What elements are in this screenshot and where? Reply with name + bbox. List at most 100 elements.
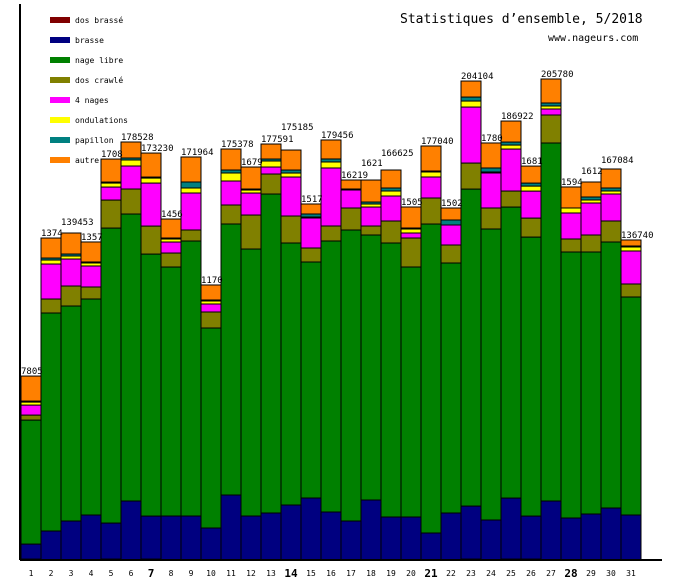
x-tick-label: 13 bbox=[266, 569, 276, 578]
bar-segment-dos-crawlé bbox=[40, 298, 62, 314]
x-tick-label: 20 bbox=[406, 569, 416, 578]
x-tick-label: 7 bbox=[148, 567, 155, 580]
bar-segment-4-nages bbox=[240, 192, 262, 216]
bar-day-14 bbox=[280, 149, 302, 561]
bar-segment-brasse bbox=[240, 515, 262, 561]
bar-day-11 bbox=[220, 148, 242, 561]
x-tick-label: 3 bbox=[69, 569, 74, 578]
bar-segment-nage-libre bbox=[200, 327, 222, 529]
bar-segment-nage-libre bbox=[520, 236, 542, 517]
bar-segment-dos-crawlé bbox=[280, 215, 302, 244]
bar-segment-ondulations bbox=[280, 172, 302, 178]
x-tick-label: 5 bbox=[109, 569, 114, 578]
bar-segment-dos-crawlé bbox=[560, 238, 582, 253]
bar-segment-autre bbox=[400, 206, 422, 229]
total-label: 1621 bbox=[361, 159, 383, 169]
bar-day-27 bbox=[540, 78, 562, 561]
legend-swatch bbox=[50, 77, 70, 83]
bar-segment-dos-crawlé bbox=[140, 225, 162, 255]
bar-segment-dos-crawlé bbox=[620, 283, 642, 298]
bar-segment-papillon bbox=[480, 167, 502, 173]
total-label: 1357 bbox=[81, 233, 103, 243]
bar-day-3 bbox=[60, 232, 82, 561]
legend-label: brasse bbox=[75, 36, 104, 45]
bar-segment-dos-crawlé bbox=[240, 214, 262, 250]
bar-segment-4-nages bbox=[280, 176, 302, 217]
bar-segment-dos-crawlé bbox=[220, 204, 242, 225]
bar-segment-dos-crawlé bbox=[400, 237, 422, 268]
bar-segment-ondulations bbox=[520, 185, 542, 192]
bar-day-17 bbox=[340, 179, 362, 561]
bar-segment-ondulations bbox=[120, 159, 142, 167]
bar-segment-dos-crawlé bbox=[260, 173, 282, 195]
bar-day-18 bbox=[360, 179, 382, 561]
bar-segment-papillon bbox=[440, 219, 462, 226]
bar-segment-brasse bbox=[520, 515, 542, 560]
bar-segment-dos-crawlé bbox=[20, 414, 42, 421]
bar-segment-4-nages bbox=[140, 182, 162, 227]
total-label: 179456 bbox=[321, 131, 354, 141]
bar-day-19 bbox=[380, 169, 402, 561]
bar-segment-4-nages bbox=[480, 172, 502, 209]
x-tick-label: 17 bbox=[346, 569, 356, 578]
bar-segment-4-nages bbox=[340, 189, 362, 209]
bar-segment-autre bbox=[240, 166, 262, 190]
bar-segment-nage-libre bbox=[80, 298, 102, 516]
legend-label: ondulations bbox=[75, 116, 128, 125]
bar-segment-brasse bbox=[580, 513, 602, 561]
bar-segment-autre bbox=[340, 179, 362, 190]
total-label: 177591 bbox=[261, 135, 294, 145]
bar-segment-4-nages bbox=[620, 250, 642, 285]
bar-segment-nage-libre bbox=[300, 261, 322, 499]
bar-day-16 bbox=[320, 139, 342, 561]
bar-segment-4-nages bbox=[580, 202, 602, 236]
legend-swatch bbox=[50, 57, 70, 63]
bar-segment-dos-crawlé bbox=[420, 197, 442, 225]
x-tick-label: 23 bbox=[466, 569, 476, 578]
bar-segment-autre bbox=[260, 143, 282, 160]
bar-segment-ondulations bbox=[100, 182, 122, 188]
bar-segment-autre bbox=[600, 168, 622, 189]
legend-swatch bbox=[50, 97, 70, 103]
bar-day-1 bbox=[20, 375, 42, 561]
bar-segment-dos-crawlé bbox=[500, 190, 522, 208]
bar-segment-nage-libre bbox=[560, 251, 582, 519]
bar-segment-nage-libre bbox=[360, 234, 382, 501]
bar-segment-nage-libre bbox=[260, 193, 282, 514]
bar-day-30 bbox=[600, 168, 622, 561]
bar-segment-4-nages bbox=[20, 404, 42, 416]
bar-segment-brasse bbox=[80, 514, 102, 561]
total-label: 1594 bbox=[561, 178, 583, 188]
x-tick-label: 31 bbox=[626, 569, 636, 578]
x-tick-label: 11 bbox=[226, 569, 236, 578]
x-tick-label: 27 bbox=[546, 569, 556, 578]
bar-day-13 bbox=[260, 143, 282, 561]
total-label: 1708 bbox=[101, 150, 123, 160]
bar-segment-dos-crawlé bbox=[300, 247, 322, 263]
bar-segment-nage-libre bbox=[600, 241, 622, 509]
bar-segment-dos-crawlé bbox=[200, 311, 222, 329]
bar-segment-nage-libre bbox=[140, 253, 162, 517]
bar-segment-autre bbox=[560, 186, 582, 209]
legend-swatch bbox=[50, 17, 70, 23]
bar-day-22 bbox=[440, 207, 462, 561]
bar-segment-brasse bbox=[180, 515, 202, 561]
bar-segment-autre bbox=[200, 284, 222, 301]
bar-segment-brasse bbox=[20, 543, 42, 560]
bar-segment-ondulations bbox=[320, 161, 342, 169]
bar-segment-brasse bbox=[320, 511, 342, 561]
total-label: 1612 bbox=[581, 167, 603, 177]
bar-segment-4-nages bbox=[40, 263, 62, 300]
bar-segment-nage-libre bbox=[280, 242, 302, 506]
bar-segment-nage-libre bbox=[480, 228, 502, 521]
legend: dos brassé brasse nage libre dos crawlé 4 na… bbox=[50, 15, 128, 165]
bar-segment-autre bbox=[300, 203, 322, 215]
bar-segment-autre bbox=[440, 207, 462, 221]
bar-segment-autre bbox=[500, 120, 522, 143]
bar-segment-brasse bbox=[60, 520, 82, 561]
bar-segment-4-nages bbox=[80, 265, 102, 288]
total-label: 177040 bbox=[421, 137, 454, 147]
bar-segment-nage-libre bbox=[120, 213, 142, 502]
x-tick-label: 15 bbox=[306, 569, 316, 578]
